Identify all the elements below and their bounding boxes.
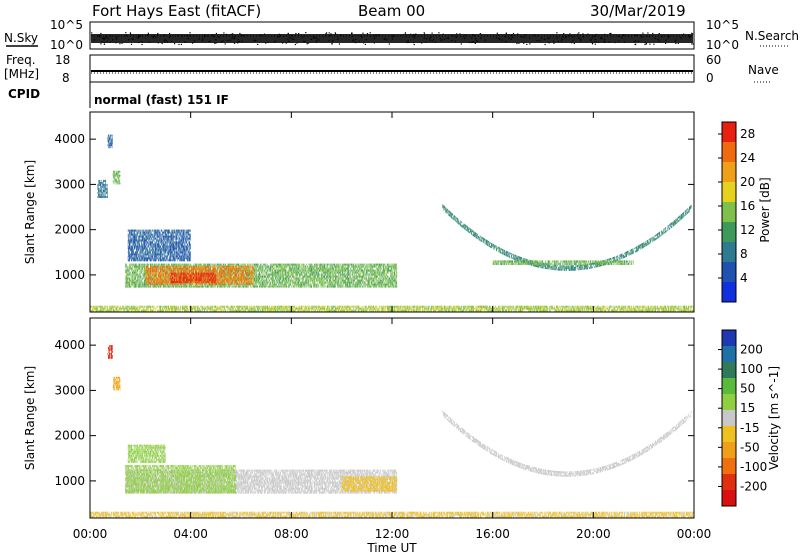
velocity-colorbar-tick-1: 100 bbox=[740, 362, 763, 376]
power-colorbar-swatch-6 bbox=[722, 242, 736, 263]
power-colorbar-swatch-1 bbox=[722, 142, 736, 163]
time-tick-5: 20:00 bbox=[576, 527, 611, 541]
date-label: 30/Mar/2019 bbox=[590, 2, 686, 20]
power-colorbar-tick-5: 24 bbox=[740, 151, 755, 165]
power-panel: 1000 2000 3000 4000 Slant Range [km] 4 8 12 16… bbox=[23, 112, 772, 312]
power-colorbar-swatch-4 bbox=[722, 202, 736, 223]
velocity-colorbar-tick-5: -50 bbox=[740, 440, 760, 454]
time-tick-6: 00:00 bbox=[677, 527, 712, 541]
noise-right-tick-top: 10^5 bbox=[706, 18, 739, 32]
cpid-value: normal (fast) 151 IF bbox=[94, 93, 229, 107]
velocity-colorbar-tick-0: 200 bbox=[740, 343, 763, 357]
velocity-colorbar-tick-4: -15 bbox=[740, 421, 760, 435]
velocity-colorbar-swatch-1 bbox=[722, 346, 736, 363]
velocity-colorbar-swatch-3 bbox=[722, 378, 736, 395]
velocity-ytick-3: 4000 bbox=[54, 338, 85, 352]
velocity-panel: 1000 2000 3000 4000 Slant Range [km] 200 100… bbox=[23, 318, 781, 518]
power-ytick-2: 3000 bbox=[54, 177, 85, 191]
velocity-ytick-1: 2000 bbox=[54, 429, 85, 443]
power-ytick-3: 4000 bbox=[54, 132, 85, 146]
power-ylabel: Slant Range [km] bbox=[23, 160, 37, 264]
velocity-colorbar-swatch-7 bbox=[722, 442, 736, 459]
cpid-row: CPID normal (fast) 151 IF bbox=[8, 82, 229, 108]
power-colorbar-tick-6: 28 bbox=[740, 127, 755, 141]
velocity-colorbar-swatch-6 bbox=[722, 426, 736, 443]
velocity-ylabel: Slant Range [km] bbox=[23, 366, 37, 470]
velocity-colorbar-tick-2: 50 bbox=[740, 382, 755, 396]
time-tick-2: 08:00 bbox=[274, 527, 309, 541]
power-region-4 bbox=[98, 180, 108, 198]
power-region-5 bbox=[113, 171, 121, 185]
power-colorbar-tick-3: 16 bbox=[740, 199, 755, 213]
noise-left-label: N.Sky bbox=[4, 31, 38, 45]
velocity-colorbar-swatch-4 bbox=[722, 394, 736, 411]
beam-label: Beam 00 bbox=[358, 2, 425, 20]
velocity-colorbar-swatch-9 bbox=[722, 474, 736, 491]
velocity-ytick-0: 1000 bbox=[54, 474, 85, 488]
power-colorbar-swatch-7 bbox=[722, 262, 736, 283]
velocity-region-4 bbox=[108, 345, 113, 359]
power-colorbar-swatch-5 bbox=[722, 222, 736, 243]
power-colorbar-label: Power [dB] bbox=[758, 177, 772, 242]
velocity-region-5 bbox=[113, 377, 121, 391]
power-colorbar-swatch-0 bbox=[722, 122, 736, 143]
noise-left-tick-bottom: 10^0 bbox=[50, 38, 83, 52]
time-tick-0: 00:00 bbox=[73, 527, 108, 541]
nave-tick-top: 60 bbox=[706, 53, 721, 67]
power-colorbar-swatch-8 bbox=[722, 282, 736, 303]
freq-label-line2: [MHz] bbox=[4, 67, 39, 81]
velocity-colorbar-swatch-2 bbox=[722, 362, 736, 379]
noise-right-tick-bottom: 10^0 bbox=[706, 38, 739, 52]
velocity-colorbar-swatch-0 bbox=[722, 330, 736, 347]
station-title: Fort Hays East (fitACF) bbox=[92, 2, 261, 20]
power-region-6 bbox=[108, 135, 113, 149]
velocity-colorbar-swatch-8 bbox=[722, 458, 736, 475]
velocity-colorbar-swatch-10 bbox=[722, 490, 736, 507]
time-tick-3: 12:00 bbox=[375, 527, 410, 541]
noise-left-tick-top: 10^5 bbox=[50, 18, 83, 32]
noise-right-label: N.Search bbox=[745, 29, 799, 43]
power-ytick-0: 1000 bbox=[54, 268, 85, 282]
power-ytick-1: 2000 bbox=[54, 223, 85, 237]
time-tick-1: 04:00 bbox=[173, 527, 208, 541]
nave-label: Nave bbox=[748, 63, 779, 77]
power-colorbar-swatch-3 bbox=[722, 182, 736, 203]
power-colorbar-swatch-2 bbox=[722, 162, 736, 183]
velocity-colorbar-tick-6: -100 bbox=[740, 460, 767, 474]
velocity-region-3 bbox=[128, 445, 166, 463]
frequency-panel: Freq. [MHz] 18 8 60 0 Nave bbox=[4, 53, 779, 85]
velocity-ytick-2: 3000 bbox=[54, 383, 85, 397]
time-axis-label: Time UT bbox=[366, 541, 417, 554]
freq-tick-top: 18 bbox=[55, 53, 70, 67]
nave-tick-bottom: 0 bbox=[706, 71, 714, 85]
velocity-colorbar-tick-3: 15 bbox=[740, 401, 755, 415]
power-colorbar-tick-2: 12 bbox=[740, 223, 755, 237]
noise-panel: N.Sky 10^5 10^0 10^5 10^0 N.Search bbox=[4, 18, 799, 52]
power-colorbar-tick-0: 4 bbox=[740, 271, 748, 285]
cpid-label: CPID bbox=[8, 87, 40, 101]
freq-label-line1: Freq. bbox=[6, 53, 36, 67]
velocity-region-6 bbox=[442, 410, 691, 477]
power-colorbar-tick-4: 20 bbox=[740, 175, 755, 189]
velocity-colorbar-label: Velocity [m s^-1] bbox=[767, 366, 781, 470]
power-region-3 bbox=[128, 230, 191, 262]
freq-tick-bottom: 8 bbox=[62, 71, 70, 85]
velocity-colorbar-swatch-5 bbox=[722, 410, 736, 427]
velocity-colorbar-tick-7: -200 bbox=[740, 479, 767, 493]
time-tick-4: 16:00 bbox=[475, 527, 510, 541]
power-colorbar-tick-1: 8 bbox=[740, 247, 748, 261]
